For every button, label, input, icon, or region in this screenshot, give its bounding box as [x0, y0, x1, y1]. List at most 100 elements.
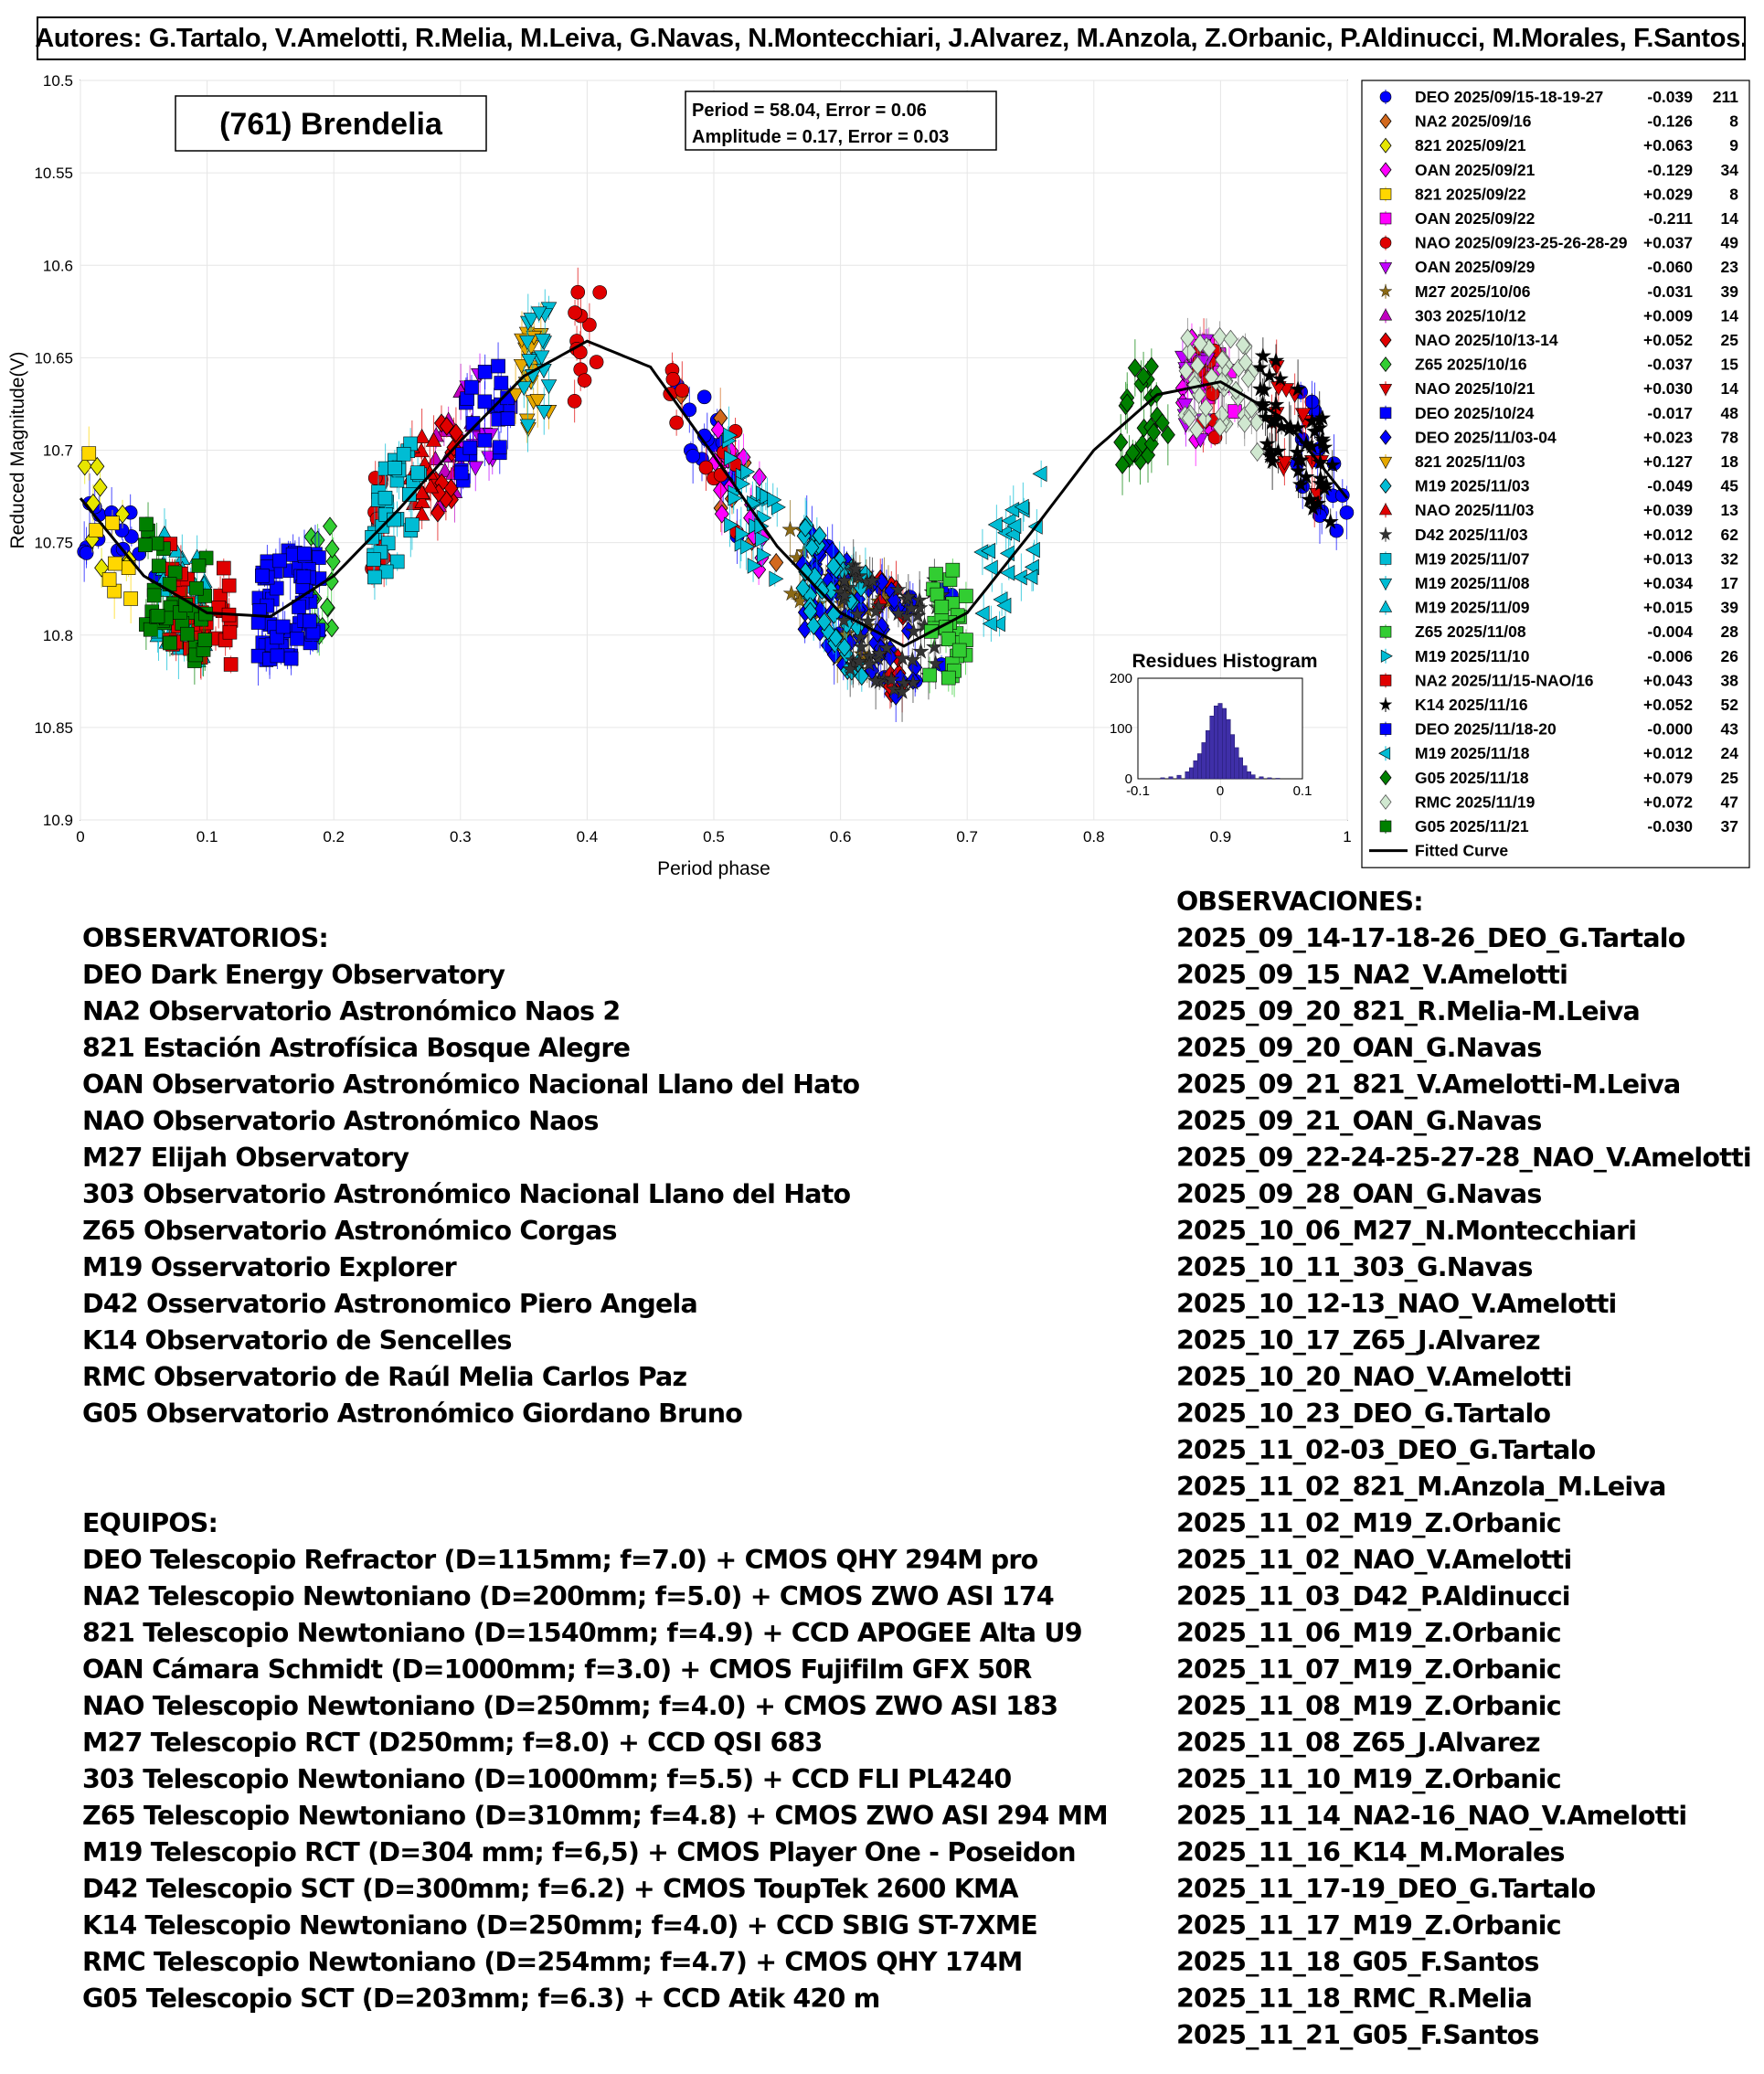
- data-point: [1259, 435, 1276, 452]
- legend-marker: [1379, 90, 1392, 103]
- data-point: [698, 460, 714, 475]
- histogram-bar: [1259, 776, 1264, 780]
- legend-count: 14: [1721, 379, 1739, 398]
- legend-marker: [1379, 793, 1392, 810]
- legend-offset: -0.006: [1647, 647, 1693, 665]
- data-point: [464, 379, 479, 395]
- data-point: [1313, 431, 1331, 447]
- histogram-y-tick: 0: [1125, 771, 1132, 787]
- data-point: [507, 388, 524, 403]
- data-point: [1257, 409, 1274, 425]
- data-point: [1323, 456, 1341, 473]
- legend-label: K14 2025/11/16: [1415, 696, 1528, 714]
- legend-marker: [1379, 820, 1392, 833]
- data-point: [151, 558, 166, 573]
- data-point: [951, 643, 967, 658]
- observation-item: 2025_11_02_M19_Z.Orbanic: [1176, 1508, 1562, 1538]
- series-group: [515, 289, 558, 452]
- data-point: [1198, 398, 1214, 418]
- histogram-bar: [1242, 765, 1248, 780]
- legend-offset: -0.037: [1647, 356, 1693, 374]
- observatory-item: D42 Osservatorio Astronomico Piero Angel…: [82, 1289, 698, 1319]
- data-point: [302, 613, 317, 629]
- legend-label: NAO 2025/10/21: [1415, 379, 1536, 398]
- x-tick-label: 0.6: [830, 828, 852, 846]
- data-point: [1189, 420, 1205, 440]
- data-point: [911, 599, 929, 616]
- series-group: [138, 502, 214, 685]
- data-point: [413, 428, 430, 443]
- title-box: [175, 95, 487, 152]
- legend-marker: [1378, 456, 1393, 469]
- legend-count: 23: [1721, 258, 1739, 276]
- data-point: [1267, 396, 1285, 412]
- legend-offset: -0.129: [1647, 161, 1693, 179]
- legend-count: 18: [1721, 452, 1739, 471]
- legend-count: 26: [1721, 647, 1739, 665]
- legend-label: G05 2025/11/21: [1415, 817, 1529, 835]
- data-point: [1291, 475, 1310, 493]
- legend-curve-label: Fitted Curve: [1415, 842, 1508, 860]
- histogram-x-tick: -0.1: [1126, 783, 1150, 799]
- y-tick-label: 10.8: [43, 627, 73, 644]
- equipment-item: DEO Telescopio Refractor (D=115mm; f=7.0…: [82, 1545, 1038, 1575]
- data-point: [1215, 350, 1230, 370]
- data-point: [982, 615, 997, 633]
- observation-item: 2025_11_08_M19_Z.Orbanic: [1176, 1691, 1562, 1721]
- data-point: [755, 531, 770, 548]
- legend-marker: [1378, 526, 1393, 541]
- data-point: [221, 578, 237, 593]
- legend-offset: -0.126: [1647, 112, 1693, 131]
- data-point: [582, 317, 597, 333]
- legend-entry: M27 2025/10/06 -0.031 39: [1378, 282, 1738, 301]
- plot-area: 0 0.1 0.2 0.3 0.4 0.5 0.6 0.7 0.8 0.9 1 10.5 10.55 10…: [7, 72, 1355, 879]
- data-point: [367, 569, 382, 585]
- legend-entry: M19 2025/11/10 -0.006 26: [1380, 647, 1739, 665]
- data-point: [410, 465, 425, 480]
- data-point: [853, 638, 870, 654]
- data-point: [500, 411, 515, 426]
- data-point: [1339, 505, 1355, 520]
- legend-label: M19 2025/11/18: [1415, 744, 1530, 762]
- data-point: [477, 394, 493, 409]
- observation-item: 2025_09_14-17-18-26_DEO_G.Tartalo: [1176, 923, 1685, 953]
- legend-label: 303 2025/10/12: [1415, 306, 1526, 324]
- observation-item: 2025_11_14_NA2-16_NAO_V.Amelotti: [1176, 1801, 1687, 1831]
- x-tick-label: 0.5: [703, 828, 725, 846]
- data-point: [138, 537, 153, 553]
- observation-item: 2025_11_02-03_DEO_G.Tartalo: [1176, 1435, 1596, 1465]
- data-point: [92, 477, 108, 497]
- legend-marker: [1378, 262, 1393, 275]
- data-point: [685, 449, 700, 463]
- data-point: [150, 609, 165, 623]
- legend-label: NA2 2025/09/16: [1415, 112, 1532, 131]
- data-point: [816, 612, 832, 632]
- legend-offset: +0.034: [1643, 574, 1693, 592]
- data-point: [1154, 413, 1170, 432]
- legend-offset: +0.029: [1643, 185, 1693, 203]
- data-point: [740, 463, 756, 480]
- legend-count: 24: [1721, 744, 1739, 762]
- y-tick-label: 10.55: [34, 165, 73, 182]
- legend-offset: +0.063: [1643, 136, 1693, 154]
- data-point: [533, 350, 550, 366]
- observation-item: 2025_11_18_G05_F.Santos: [1176, 1947, 1539, 1977]
- data-point: [94, 558, 110, 578]
- fit-box: [685, 90, 997, 151]
- observation-item: 2025_11_18_RMC_R.Melia: [1176, 1984, 1533, 2014]
- data-point: [89, 523, 103, 537]
- observatory-item: M19 Osservatorio Explorer: [82, 1252, 457, 1282]
- equipment-item: NA2 Telescopio Newtoniano (D=200mm; f=5.…: [82, 1581, 1055, 1611]
- legend-entry: NAO 2025/09/23-25-26-28-29 +0.037 49: [1379, 234, 1738, 252]
- legend-label: G05 2025/11/18: [1415, 769, 1529, 787]
- data-point: [81, 446, 97, 461]
- data-point: [836, 587, 854, 603]
- legend-count: 47: [1721, 792, 1738, 811]
- data-point: [296, 569, 312, 584]
- series-group: [722, 406, 786, 587]
- legend-label: M19 2025/11/07: [1415, 549, 1530, 568]
- series-group: [1177, 317, 1265, 463]
- x-tick-label: 0.9: [1210, 828, 1232, 846]
- legend-entry: NAO 2025/10/13-14 +0.052 25: [1379, 331, 1738, 349]
- legend-marker: [1379, 407, 1392, 420]
